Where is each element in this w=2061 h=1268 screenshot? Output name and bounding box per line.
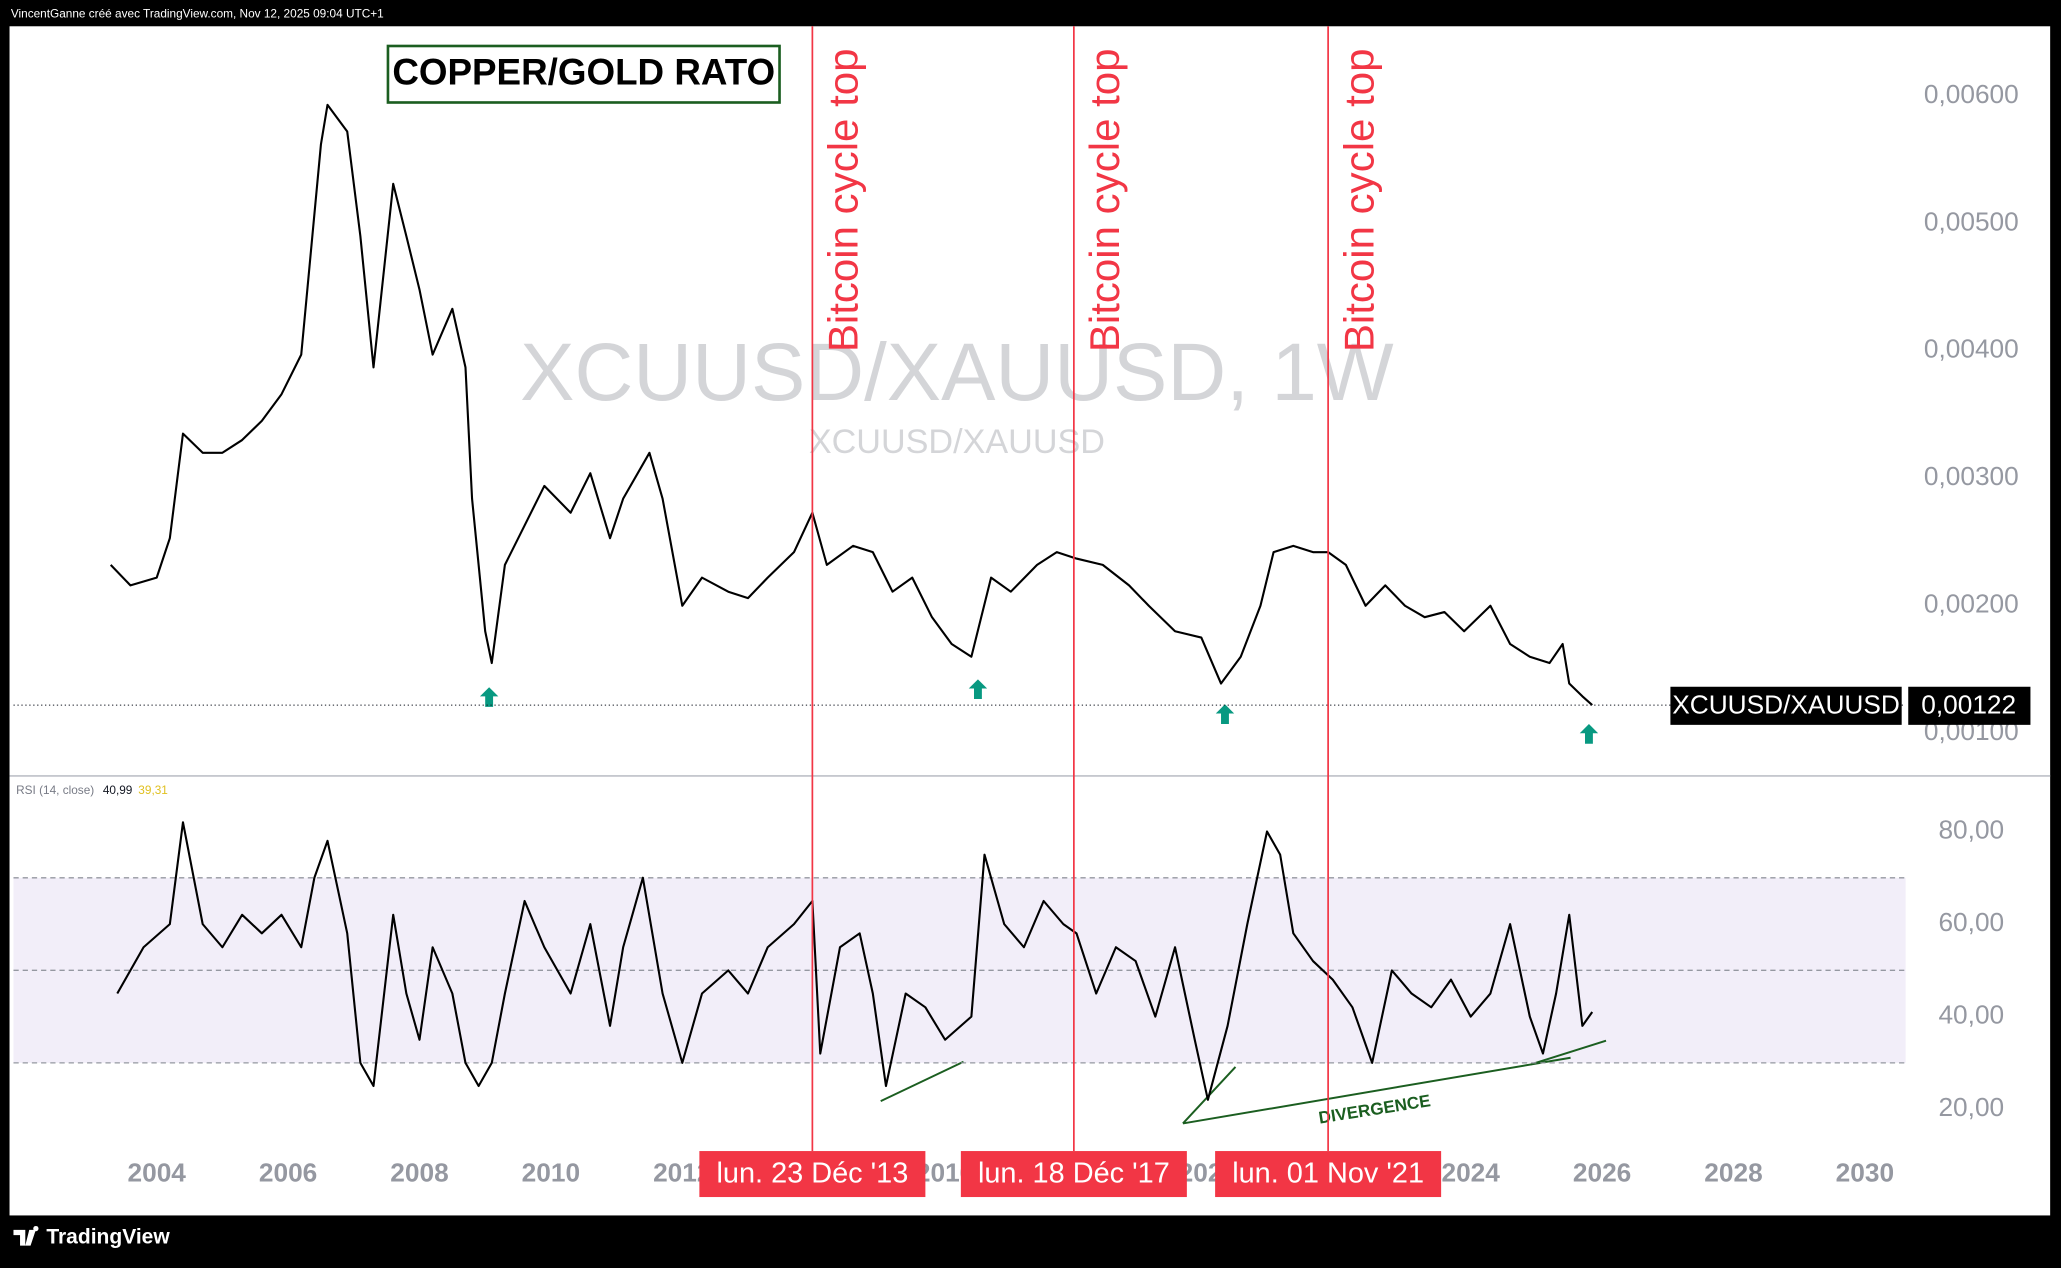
x-tick-label: 2028 — [1704, 1158, 1762, 1188]
x-tick-label: 2004 — [127, 1158, 186, 1188]
event-note: Bitcoin cycle top — [1335, 48, 1382, 352]
up-arrow — [479, 687, 499, 707]
indicator-value: 39,31 — [138, 783, 168, 797]
event-note: Bitcoin cycle top — [1081, 48, 1128, 352]
last-value-label: 0,00122 — [1921, 689, 2016, 719]
y-tick-label: 0,00600 — [1924, 79, 2019, 109]
y-tick-label: 40,00 — [1938, 1000, 2004, 1030]
y-tick-label: 20,00 — [1938, 1092, 2004, 1122]
watermark: XCUUSD/XAUUSD, 1W — [520, 327, 1394, 418]
x-tick-label: 2008 — [390, 1158, 448, 1188]
x-tick-label: 2026 — [1573, 1158, 1631, 1188]
y-tick-label: 80,00 — [1938, 814, 2004, 844]
event-date-box — [699, 1151, 926, 1198]
last-value-box — [1908, 686, 2031, 725]
y-tick-label: 60,00 — [1938, 907, 2004, 937]
event-date-box — [960, 1151, 1187, 1198]
up-arrow — [1215, 704, 1235, 725]
y-tick-label: 0,00300 — [1924, 461, 2019, 491]
series-line — [116, 821, 1594, 1101]
event-date-box — [1215, 1151, 1442, 1198]
title-box — [386, 44, 781, 104]
x-tick-label: 2006 — [259, 1158, 317, 1188]
y-tick-label: 0,00400 — [1924, 334, 2019, 364]
trend-line — [1182, 1056, 1571, 1125]
footer-logo — [13, 1225, 39, 1246]
event-date: lun. 23 Déc '13 — [716, 1157, 908, 1189]
chart-background — [9, 26, 2051, 1216]
trend-line — [880, 1060, 964, 1103]
rsi-band — [13, 877, 1906, 1063]
y-tick-label: 0,00200 — [1924, 589, 2019, 619]
event-date: lun. 01 Nov '21 — [1232, 1157, 1424, 1189]
trend-line — [1530, 1039, 1607, 1066]
arrows — [479, 679, 1599, 744]
up-arrow — [1579, 724, 1599, 744]
chart-title: COPPER/GOLD RATO — [392, 52, 775, 93]
header: VincentGanne créé avec TradingView.com, … — [11, 7, 384, 21]
indicator-value: 40,99 — [103, 783, 133, 797]
last-value-name-box — [1670, 686, 1902, 725]
x-tick-label: 2030 — [1836, 1158, 1894, 1188]
last-value-name: XCUUSD/XAUUSD — [1672, 689, 1900, 719]
watermark-subtitle: XCUUSD/XAUUSD — [809, 423, 1105, 461]
footer-brand: TradingView — [46, 1225, 170, 1248]
indicator-name: RSI (14, close) — [16, 783, 94, 797]
x-tick-label: 2024 — [1441, 1158, 1500, 1188]
x-tick-label: 2010 — [522, 1158, 580, 1188]
event-date: lun. 18 Déc '17 — [978, 1157, 1170, 1189]
logo — [13, 1225, 39, 1246]
event-note: Bitcoin cycle top — [820, 48, 867, 352]
y-tick-label: 0,00500 — [1924, 206, 2019, 236]
up-arrow — [968, 679, 988, 700]
